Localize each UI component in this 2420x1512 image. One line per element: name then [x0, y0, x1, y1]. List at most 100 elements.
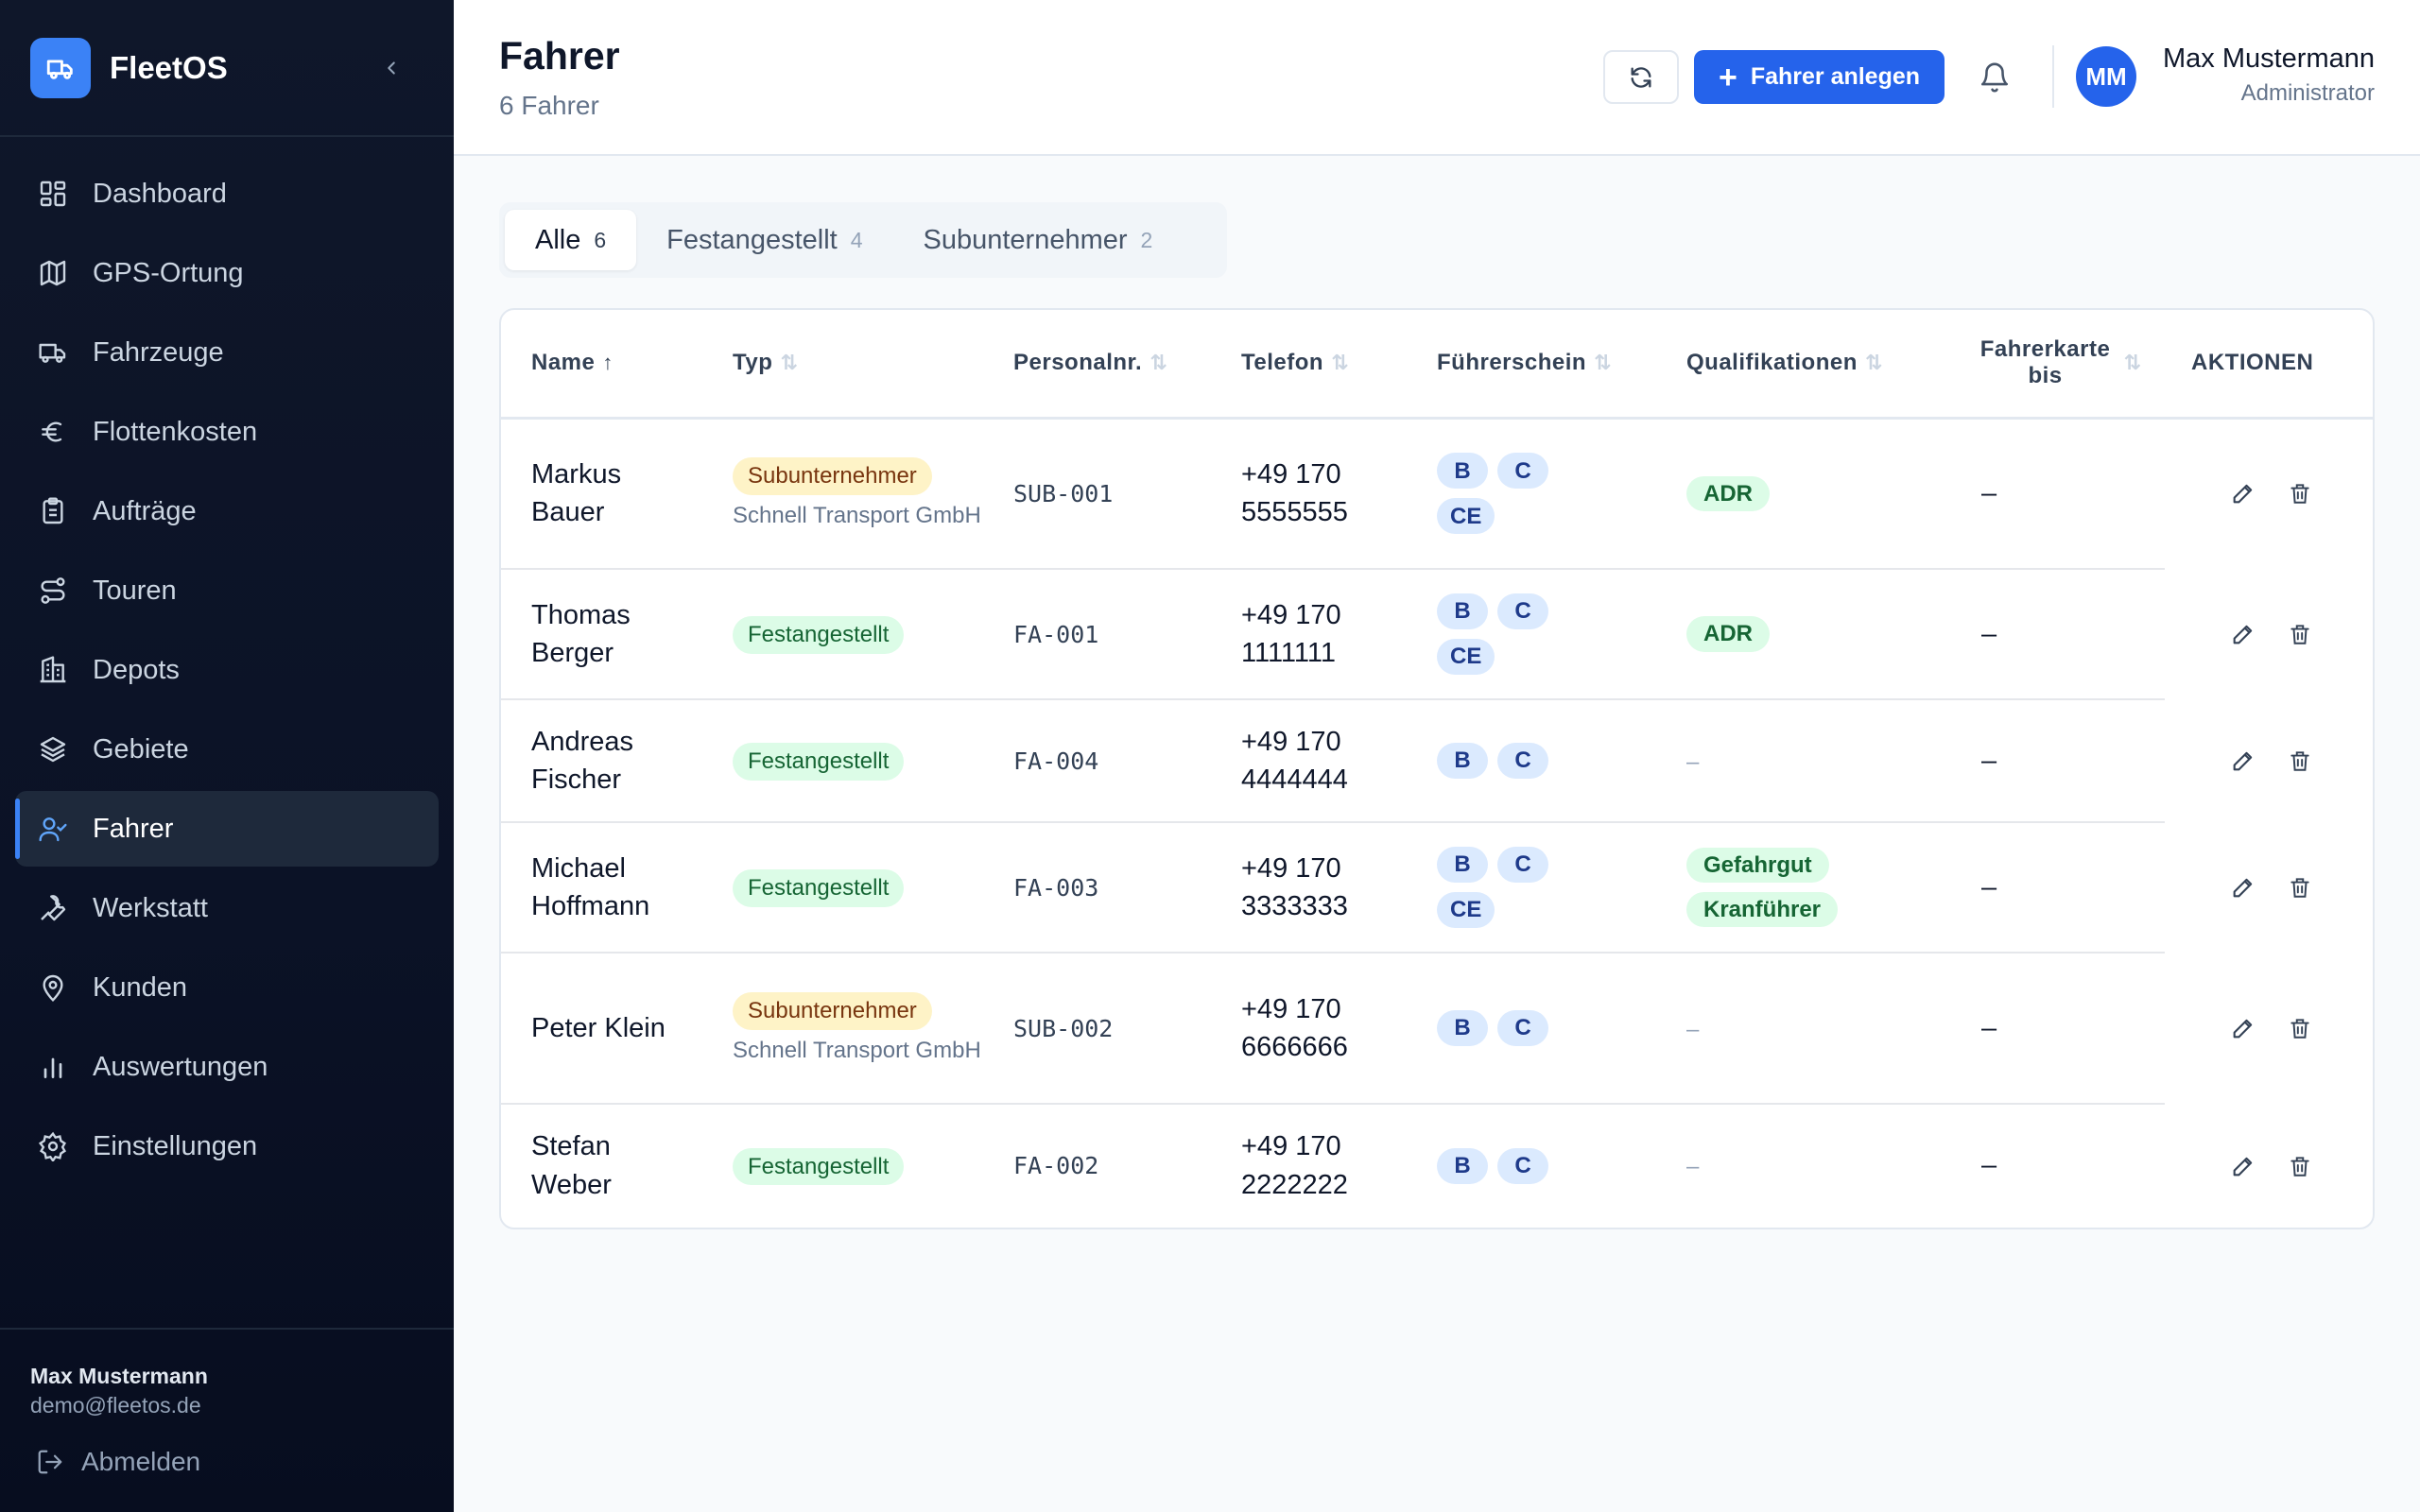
sort-icon: ⇅ — [2123, 350, 2142, 374]
tab-label: Festangestellt — [666, 224, 838, 255]
empty-qualification: – — [1686, 748, 1700, 775]
sidebar-item-flottenkosten[interactable]: Flottenkosten — [15, 394, 439, 470]
delete-trash-icon[interactable] — [2286, 620, 2314, 648]
drivers-table: Name ↑ Typ ⇅ Personalnr. ⇅ Telefon ⇅ Führers… — [499, 308, 2375, 1229]
add-driver-button[interactable]: + Fahrer anlegen — [1694, 50, 1945, 104]
tab-alle[interactable]: Alle 6 — [505, 210, 637, 270]
sidebar-item-fahrer[interactable]: Fahrer — [15, 791, 439, 867]
sidebar-item-dashboard[interactable]: Dashboard — [15, 156, 439, 232]
license-badge: B — [1437, 453, 1488, 490]
sidebar-footer: Max Mustermann demo@fleetos.de Abmelden — [0, 1328, 454, 1512]
cell-personalnr: FA-003 — [983, 822, 1211, 954]
edit-pencil-icon[interactable] — [2229, 1152, 2257, 1180]
column-header-telefon[interactable]: Telefon ⇅ — [1211, 310, 1407, 420]
sidebar-item-label: Einstellungen — [93, 1130, 258, 1161]
table-row[interactable]: Thomas Berger Festangestellt FA-001 +49 170… — [501, 569, 2373, 700]
cell-telefon: +49 170 6666666 — [1211, 953, 1407, 1105]
cell-fahrerkarte: – — [1951, 822, 2165, 954]
edit-pencil-icon[interactable] — [2229, 1014, 2257, 1042]
license-list: B C CE — [1437, 847, 1569, 928]
delete-trash-icon[interactable] — [2286, 873, 2314, 902]
edit-pencil-icon[interactable] — [2229, 873, 2257, 902]
sidebar-item-auftraege[interactable]: Aufträge — [15, 473, 439, 549]
collapse-sidebar-button[interactable] — [374, 51, 408, 85]
tab-count: 2 — [1140, 227, 1153, 252]
euro-icon — [36, 415, 70, 449]
delete-trash-icon[interactable] — [2286, 1152, 2314, 1180]
column-header-typ[interactable]: Typ ⇅ — [702, 310, 983, 420]
settings-icon — [36, 1129, 70, 1163]
page-header: Fahrer 6 Fahrer + Fahrer anlegen MM Max … — [454, 0, 2420, 156]
table-row[interactable]: Andreas Fischer Festangestellt FA-004 +49 1… — [501, 699, 2373, 823]
edit-pencil-icon[interactable] — [2229, 620, 2257, 648]
card-expiry: – — [1981, 1150, 1997, 1181]
edit-pencil-icon[interactable] — [2229, 479, 2257, 507]
refresh-button[interactable] — [1603, 50, 1679, 104]
sidebar-item-kunden[interactable]: Kunden — [15, 950, 439, 1025]
cell-name: Andreas Fischer — [501, 699, 702, 823]
sidebar-item-depots[interactable]: Depots — [15, 632, 439, 708]
user-check-icon — [36, 812, 70, 846]
avatar[interactable]: MM — [2076, 46, 2136, 107]
tab-label: Alle — [535, 224, 581, 255]
license-badge: B — [1437, 1010, 1488, 1046]
type-badge: Festangestellt — [733, 616, 905, 654]
sidebar-item-touren[interactable]: Touren — [15, 553, 439, 628]
sidebar-item-label: Aufträge — [93, 495, 197, 526]
sidebar-item-einstellungen[interactable]: Einstellungen — [15, 1108, 439, 1184]
sidebar-item-gebiete[interactable]: Gebiete — [15, 712, 439, 787]
cell-typ: Subunternehmer Schnell Transport GmbH — [702, 953, 983, 1105]
sort-icon: ⇅ — [1150, 351, 1168, 375]
column-label: Personalnr. — [1013, 350, 1143, 376]
cell-qualifikationen: ADR — [1656, 569, 1951, 700]
notifications-bell-icon[interactable] — [1976, 59, 2014, 96]
table-row[interactable]: Michael Hoffmann Festangestellt FA-003 +49 … — [501, 822, 2373, 954]
type-badge: Festangestellt — [733, 869, 905, 907]
delete-trash-icon[interactable] — [2286, 1014, 2314, 1042]
sidebar-item-auswertungen[interactable]: Auswertungen — [15, 1029, 439, 1105]
column-header-fahrerkarte[interactable]: Fahrerkarte bis ⇅ — [1951, 310, 2165, 420]
table-row[interactable]: Peter Klein Subunternehmer Schnell Transpo… — [501, 953, 2373, 1105]
table-row[interactable]: Stefan Weber Festangestellt FA-002 +49 170 … — [501, 1104, 2373, 1227]
column-header-qualifikationen[interactable]: Qualifikationen ⇅ — [1656, 310, 1951, 420]
column-header-name[interactable]: Name ↑ — [501, 310, 702, 420]
license-badge: CE — [1437, 639, 1495, 675]
sidebar: FleetOS Dashboard GPS-Ortung Fahrzeuge F… — [0, 0, 454, 1512]
cell-telefon: +49 170 5555555 — [1211, 418, 1407, 570]
edit-pencil-icon[interactable] — [2229, 747, 2257, 775]
sidebar-item-gps-ortung[interactable]: GPS-Ortung — [15, 235, 439, 311]
sort-asc-icon: ↑ — [602, 351, 614, 375]
table-row[interactable]: Markus Bauer Subunternehmer Schnell Transp… — [501, 418, 2373, 570]
personal-number: FA-002 — [1013, 1152, 1099, 1180]
driver-name: Markus Bauer — [531, 459, 622, 528]
cell-name: Thomas Berger — [501, 569, 702, 700]
delete-trash-icon[interactable] — [2286, 747, 2314, 775]
card-expiry: – — [1981, 478, 1997, 509]
bar-chart-icon — [36, 1050, 70, 1084]
tab-festangestellt[interactable]: Festangestellt 4 — [636, 210, 892, 270]
tab-subunternehmer[interactable]: Subunternehmer 2 — [893, 210, 1184, 270]
logout-icon — [36, 1448, 64, 1476]
sidebar-user-name: Max Mustermann — [30, 1364, 208, 1388]
cell-qualifikationen: – — [1656, 953, 1951, 1105]
column-header-fuehrerschein[interactable]: Führerschein ⇅ — [1407, 310, 1656, 420]
phone-number: +49 170 1111111 — [1241, 599, 1341, 668]
sidebar-item-fahrzeuge[interactable]: Fahrzeuge — [15, 315, 439, 390]
phone-number: +49 170 6666666 — [1241, 993, 1348, 1062]
truck-icon — [36, 335, 70, 369]
logout-button[interactable]: Abmelden — [36, 1447, 424, 1477]
cell-typ: Festangestellt — [702, 699, 983, 823]
qualification-list: ADR — [1686, 616, 1951, 652]
type-badge: Festangestellt — [733, 743, 905, 781]
delete-trash-icon[interactable] — [2286, 479, 2314, 507]
truck-logo-icon — [30, 37, 91, 98]
column-header-personalnr[interactable]: Personalnr. ⇅ — [983, 310, 1211, 420]
cell-fuehrerschein: B C CE — [1407, 822, 1656, 954]
app-name: FleetOS — [110, 49, 228, 85]
sidebar-item-werkstatt[interactable]: Werkstatt — [15, 870, 439, 946]
cell-fahrerkarte: – — [1951, 569, 2165, 700]
header-user[interactable]: Max Mustermann Administrator — [2163, 43, 2375, 107]
